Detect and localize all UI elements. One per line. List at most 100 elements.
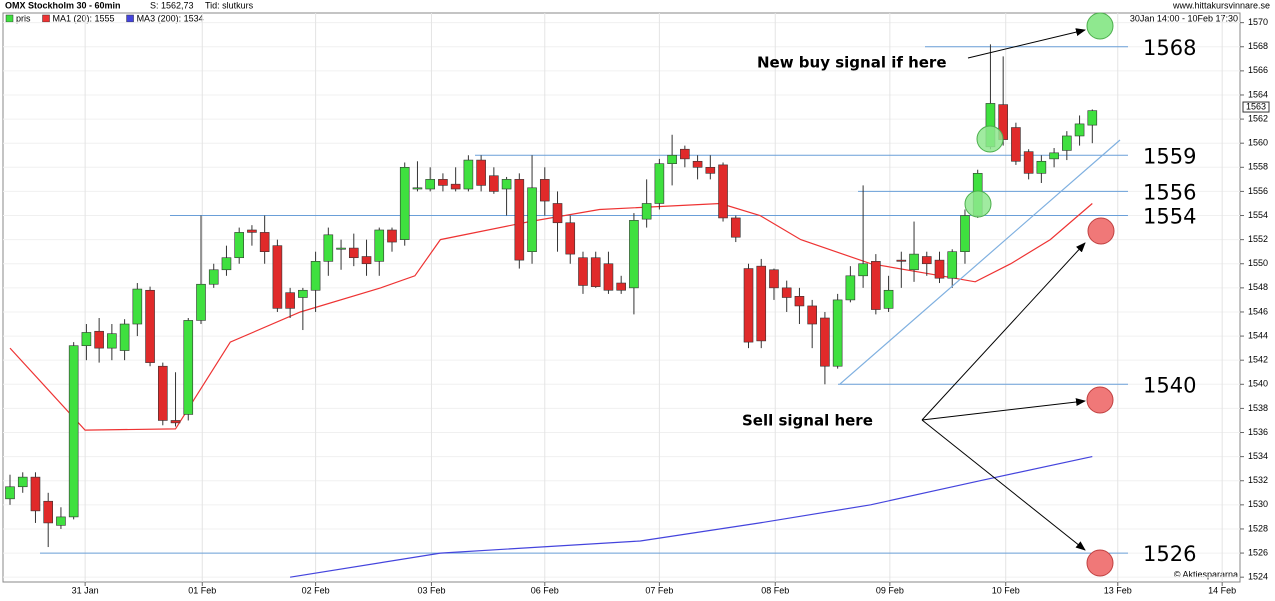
candle-down	[361, 256, 372, 265]
legend-label: pris	[16, 13, 31, 23]
candle-up	[336, 247, 346, 250]
candle-down	[450, 183, 461, 190]
buy-circle	[1086, 12, 1114, 40]
candle-up	[310, 261, 321, 291]
candle-down	[820, 317, 830, 367]
candle-down	[489, 175, 499, 192]
x-tick-label: 02 Feb	[302, 585, 330, 595]
credit: © Aktiespararna	[1174, 569, 1238, 579]
candle-down	[43, 500, 54, 524]
candle-down	[718, 164, 728, 219]
candle-down	[896, 259, 907, 262]
candle-down	[781, 287, 792, 298]
y-tick-label: 1536	[1248, 427, 1268, 437]
subtitle: S: 1562,73	[150, 0, 194, 10]
x-tick-label: 08 Feb	[761, 585, 789, 595]
candle-down	[30, 476, 41, 512]
level-label: 1554	[1143, 205, 1196, 229]
candle-up	[374, 229, 385, 262]
candle-up	[845, 275, 856, 301]
level-label: 1540	[1143, 373, 1196, 397]
candle-down	[285, 292, 295, 309]
candle-down	[578, 257, 588, 286]
candle-down	[590, 257, 601, 287]
y-tick-label: 1566	[1248, 65, 1268, 75]
candle-down	[514, 179, 525, 261]
candle-down	[348, 247, 359, 259]
candle-down	[539, 179, 550, 202]
y-tick-label: 1544	[1248, 330, 1268, 340]
candle-up	[81, 332, 92, 347]
last-price-label: 1563	[1246, 101, 1266, 111]
candle-up	[1036, 160, 1047, 174]
candle-up	[17, 476, 28, 488]
candle-down	[730, 217, 741, 238]
candle-down	[170, 420, 181, 424]
sell-circle	[1086, 549, 1114, 577]
candle-down	[921, 256, 932, 265]
candle-down	[552, 203, 563, 224]
candle-down	[756, 265, 767, 342]
y-tick-label: 1524	[1248, 572, 1268, 582]
x-tick-label: 01 Feb	[188, 585, 216, 595]
candle-up	[527, 187, 537, 252]
arrow	[921, 398, 1086, 421]
candle-down	[259, 232, 270, 252]
y-tick-label: 1562	[1248, 113, 1268, 123]
sell-circle	[1086, 386, 1114, 414]
candle-up	[208, 269, 219, 285]
signal-circle	[976, 125, 1004, 153]
level-label: 1556	[1143, 180, 1196, 204]
candle-up	[399, 167, 410, 240]
candle-up	[196, 283, 206, 321]
plot: 1524 1526 1528 1530 1532 1534 1536 1538 1540 1542…	[3, 13, 1270, 595]
legend-label: MA3 (200): 1534	[137, 13, 204, 23]
candle-up	[641, 203, 652, 220]
x-tick-label: 31 Jan	[72, 585, 99, 595]
y-tick-label: 1546	[1248, 306, 1268, 316]
candle-up	[654, 163, 665, 204]
candle-down	[476, 159, 486, 186]
candle-up	[883, 289, 894, 309]
y-tick-label: 1540	[1248, 379, 1268, 389]
candle-down	[743, 268, 754, 343]
y-tick-label: 1570	[1248, 17, 1268, 27]
candle-up	[68, 345, 79, 518]
y-tick-label: 1528	[1248, 523, 1268, 533]
sell-circle	[1087, 217, 1115, 245]
legend-label: MA1 (20): 1555	[53, 13, 115, 23]
candle-down	[1011, 127, 1021, 162]
y-tick-label: 1568	[1248, 41, 1268, 51]
candle-up	[298, 289, 308, 298]
ma-line	[9, 202, 1093, 431]
y-tick-label: 1548	[1248, 282, 1268, 292]
candle-up	[1074, 123, 1085, 137]
x-tick-label: 10 Feb	[992, 585, 1020, 595]
legend-swatch	[5, 14, 14, 23]
x-tick-label: 09 Feb	[876, 585, 904, 595]
candle-up	[5, 486, 15, 500]
y-tick-label: 1532	[1248, 475, 1268, 485]
y-tick-label: 1538	[1248, 403, 1268, 413]
candle-down	[692, 160, 703, 168]
candle-up	[858, 263, 868, 277]
y-tick-label: 1556	[1248, 186, 1268, 196]
y-tick-label: 1534	[1248, 451, 1268, 461]
y-tick-label: 1550	[1248, 258, 1268, 268]
candle-up	[132, 288, 143, 325]
candle-up	[1062, 135, 1072, 151]
y-tick-label: 1560	[1248, 138, 1268, 148]
candle-up	[629, 220, 639, 289]
legend: pris MA1 (20): 1555 MA3 (200): 1534	[5, 13, 204, 23]
candle-down	[272, 245, 283, 309]
candle-down	[807, 305, 817, 325]
y-tick-label: 1558	[1248, 162, 1268, 172]
level-label: 1568	[1143, 36, 1196, 60]
y-tick-label: 1530	[1248, 499, 1268, 509]
candle-up	[234, 232, 244, 259]
signal-circle	[964, 190, 992, 218]
x-tick-label: 03 Feb	[417, 585, 445, 595]
y-tick-label: 1552	[1248, 234, 1268, 244]
